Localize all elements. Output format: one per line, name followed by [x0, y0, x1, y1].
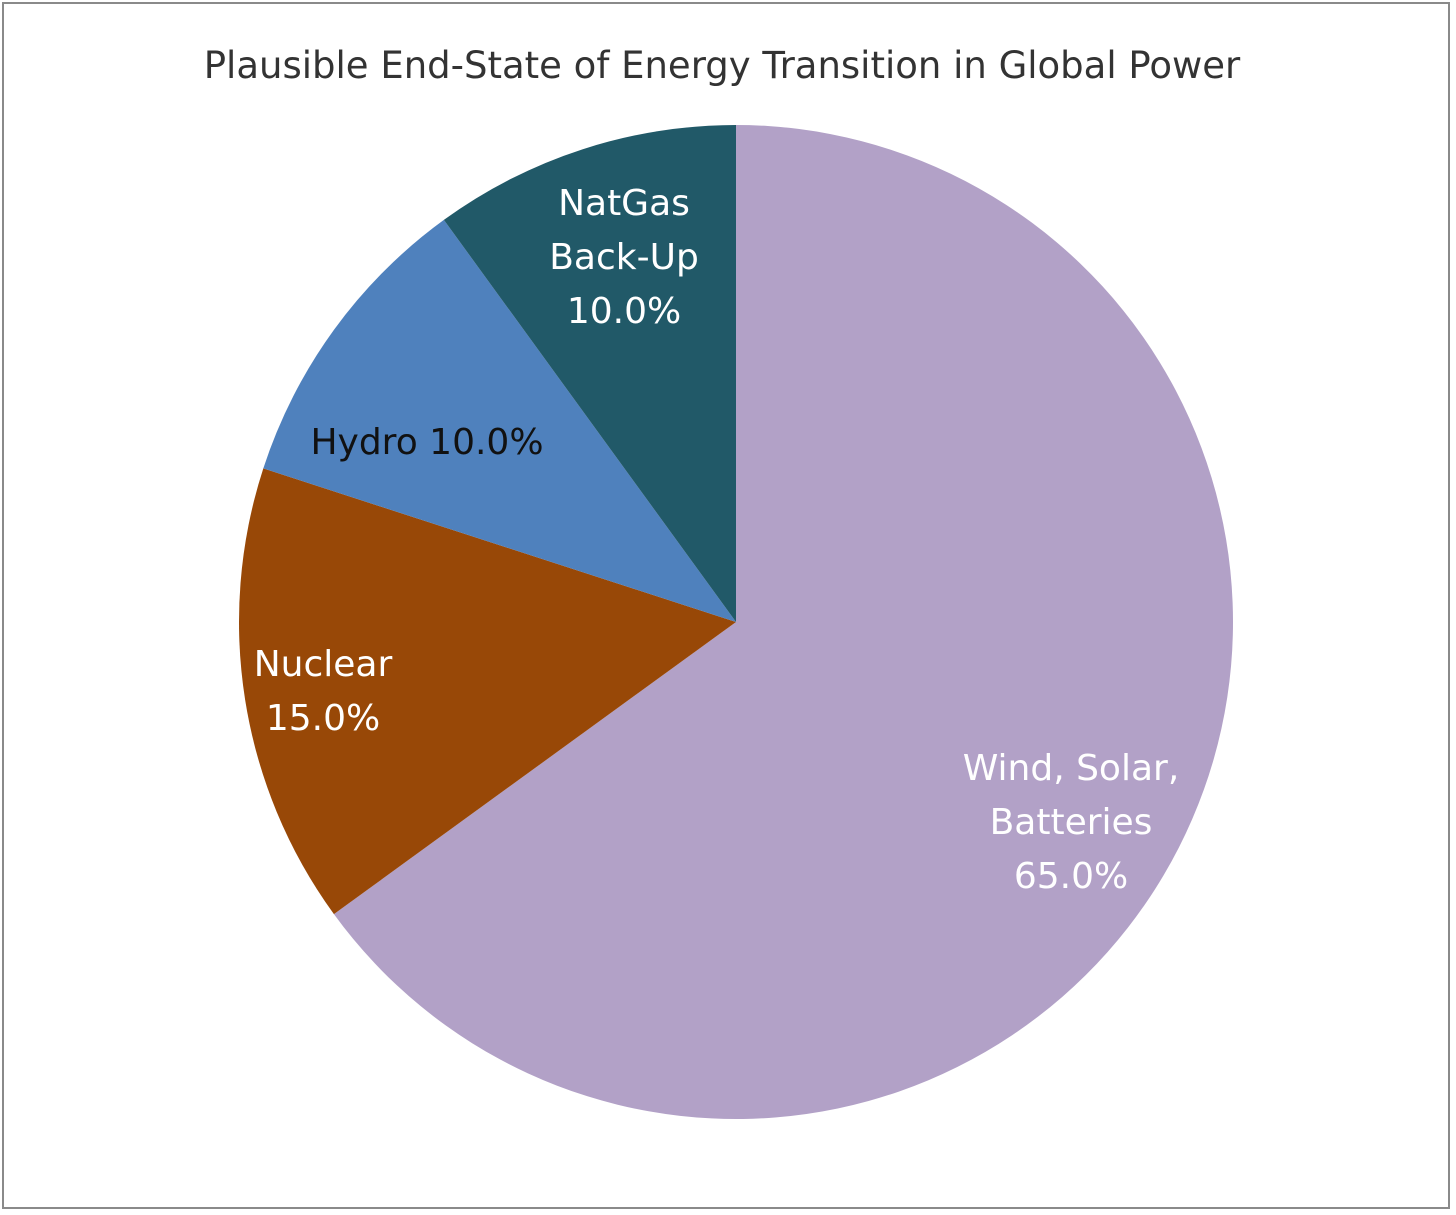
pie-slice-hydro [263, 219, 736, 623]
slice-label-line: Hydro 10.0% [310, 422, 543, 463]
pie-slice-nuclear [238, 468, 737, 915]
pie-slice-natgas-back-up [443, 125, 736, 622]
slice-label-nuclear: Nuclear 15.0% [254, 644, 393, 739]
slice-label-line: 10.0% [567, 291, 681, 332]
pie-labels: Wind, Solar, Batteries 65.0% Nuclear 15.0% Hy… [254, 183, 1180, 897]
slice-label-line: NatGas [558, 183, 690, 224]
pie-slices [238, 125, 1234, 1120]
slice-label-line: Wind, Solar, [963, 748, 1180, 789]
slice-label-hydro: Hydro 10.0% [310, 422, 543, 463]
slice-label-line: 15.0% [266, 698, 380, 739]
slice-label-natgas-back-up: NatGas Back-Up 10.0% [549, 183, 699, 332]
slice-label-line: Batteries [990, 802, 1153, 843]
slice-label-line: 65.0% [1014, 856, 1128, 897]
pie-slice-wind-solar-batteries [333, 125, 1234, 1120]
slice-label-line: Back-Up [549, 237, 699, 278]
slice-label-line: Nuclear [254, 644, 393, 685]
slice-label-wind-solar-batteries: Wind, Solar, Batteries 65.0% [963, 748, 1180, 897]
chart-title: Plausible End-State of Energy Transition… [203, 44, 1241, 87]
